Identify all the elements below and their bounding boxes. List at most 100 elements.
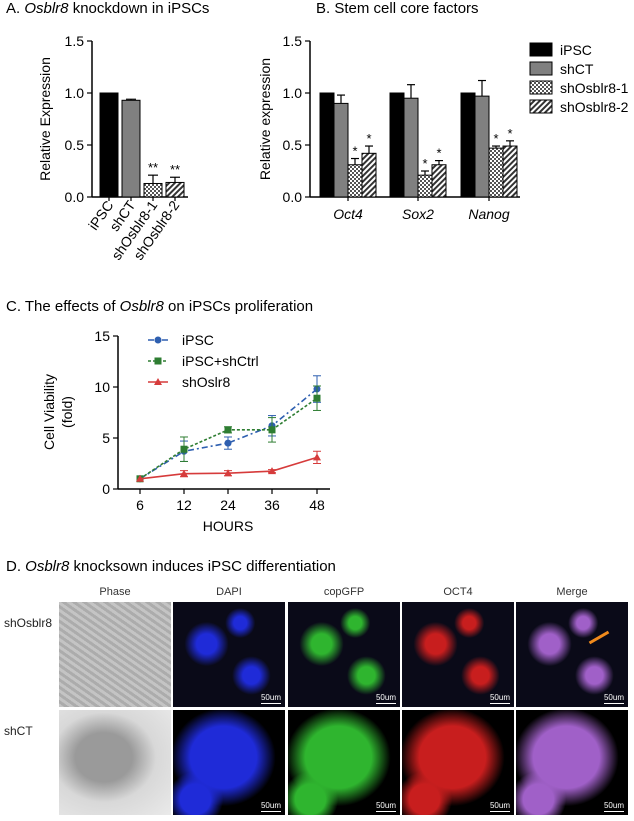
b-bar — [417, 174, 433, 198]
b-bar — [502, 145, 518, 198]
panel-a-title: A. Osblr8 knockdown in iPSCs — [6, 0, 209, 17]
panel-d-gene: Osblr8 — [25, 558, 70, 575]
scale-bar-label: 50um — [375, 801, 396, 810]
a-bar — [143, 182, 163, 198]
b-bar — [333, 102, 349, 198]
c-series-line — [139, 388, 318, 480]
a-bar — [121, 99, 141, 198]
c-point — [180, 469, 188, 477]
a-y-tick-label: 1.0 — [65, 85, 85, 101]
b-y-tick-label: 0.0 — [283, 189, 303, 205]
a-significance: ** — [170, 162, 180, 177]
b-legend-label: shOsblr8-1 — [560, 80, 629, 96]
panel-b-title: B. Stem cell core factors — [316, 0, 479, 17]
b-bar — [403, 97, 419, 198]
micro-image-merge-shosblr8: 50um — [516, 602, 628, 707]
panel-c-prefix: C. The effects of — [6, 298, 120, 315]
b-bar — [389, 92, 405, 198]
b-y-tick-label: 1.5 — [283, 33, 303, 49]
arrow-icon — [588, 630, 610, 645]
micro-row-label: shOsblr8 — [4, 616, 53, 630]
micro-col-header: Phase — [99, 586, 131, 598]
c-legend-label: iPSC+shCtrl — [182, 353, 259, 369]
charts-canvas: 0.0 0.5 1.0 1.5 Relative Expression iPSC shCT *… — [37, 33, 629, 534]
micro-col-header: DAPI — [216, 586, 242, 598]
micro-image-copgfp-shosblr8: 50um — [288, 602, 400, 707]
c-point — [313, 453, 321, 461]
b-legend-swatch — [529, 80, 553, 95]
micro-image-merge-shct: 50um — [516, 710, 628, 815]
c-x-tick-label: 36 — [264, 497, 280, 513]
micro-col-header: copGFP — [323, 586, 365, 598]
a-y-label: Relative Expression — [37, 57, 53, 181]
a-significance: ** — [148, 160, 158, 175]
b-legend-label: iPSC — [560, 42, 592, 58]
a-y-tick-label: 1.5 — [65, 33, 85, 49]
c-legend-marker — [154, 378, 162, 385]
b-legend-label: shCT — [560, 61, 594, 77]
micro-image-phase-shct — [59, 710, 171, 815]
scale-bar: 50um — [375, 801, 396, 812]
b-legend-swatch — [529, 42, 553, 57]
b-significance: * — [352, 144, 357, 159]
panel-a-prefix: A. — [6, 0, 25, 17]
micro-image-oct4-shosblr8: 50um — [402, 602, 514, 707]
c-y-tick-label: 5 — [102, 430, 110, 446]
c-y-tick-label: 15 — [94, 328, 110, 344]
b-legend-swatch — [529, 61, 553, 76]
scale-bar: 50um — [260, 801, 281, 812]
scale-bar-line — [489, 811, 510, 812]
micro-image-oct4-shct: 50um — [402, 710, 514, 815]
b-y-tick-label: 1.0 — [283, 85, 303, 101]
micro-row-label: shCT — [4, 724, 33, 738]
b-x-tick-label: Sox2 — [402, 206, 434, 222]
c-point — [224, 426, 232, 434]
c-legend-marker — [154, 336, 162, 344]
b-significance: * — [493, 131, 498, 146]
scale-bar-line — [375, 811, 396, 812]
scale-bar-line — [260, 811, 281, 812]
c-y-tick-label: 10 — [94, 379, 110, 395]
a-y-tick-label: 0.5 — [65, 137, 85, 153]
c-x-tick-label: 12 — [176, 497, 192, 513]
scale-bar-line — [489, 703, 510, 704]
micro-col-header: Merge — [556, 586, 588, 598]
scale-bar-label: 50um — [489, 693, 510, 702]
c-x-tick-label: 24 — [220, 497, 236, 513]
micro-image-dapi-shct: 50um — [173, 710, 285, 815]
c-y-label-line2: (fold) — [59, 396, 75, 428]
scale-bar-label: 50um — [260, 801, 281, 810]
micro-image-dapi-shosblr8: 50um — [173, 602, 285, 707]
c-y-tick-label: 0 — [102, 481, 110, 497]
scale-bar: 50um — [260, 693, 281, 704]
panel-d-prefix: D. — [6, 558, 26, 575]
scale-bar: 50um — [489, 801, 510, 812]
c-point — [313, 394, 321, 402]
scale-bar-line — [375, 703, 396, 704]
c-legend-label: iPSC — [182, 332, 214, 348]
c-legend-marker — [154, 357, 162, 365]
scale-bar: 50um — [375, 693, 396, 704]
c-point — [224, 469, 232, 477]
b-bar — [460, 92, 476, 198]
c-point — [180, 445, 188, 453]
b-bar — [319, 92, 335, 198]
c-x-label: HOURS — [203, 518, 254, 534]
scale-bar-line — [260, 703, 281, 704]
b-bar — [361, 152, 377, 198]
b-significance: * — [366, 131, 371, 146]
a-bar — [99, 92, 119, 198]
b-legend-swatch — [529, 99, 553, 114]
panel-c-rest: on iPSCs proliferation — [163, 298, 314, 315]
b-bar — [488, 147, 504, 198]
c-point — [136, 474, 144, 482]
panel-d-rest: knocksown induces iPSC differentiation — [69, 558, 336, 575]
c-x-tick-label: 48 — [309, 497, 325, 513]
micro-image-copgfp-shct: 50um — [288, 710, 400, 815]
micro-image-phase-shosblr8 — [59, 602, 171, 707]
panel-c-title: C. The effects of Osblr8 on iPSCs prolif… — [6, 298, 313, 315]
c-legend-label: shOslr8 — [182, 374, 230, 390]
b-legend-label: shOsblr8-2 — [560, 99, 629, 115]
b-y-tick-label: 0.5 — [283, 137, 303, 153]
b-x-tick-label: Nanog — [468, 206, 509, 222]
